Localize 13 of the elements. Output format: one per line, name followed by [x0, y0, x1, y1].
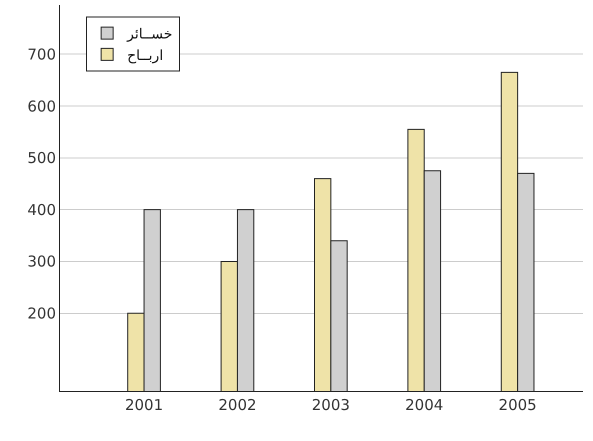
x-tick-label: 2002 [218, 396, 257, 414]
y-tick-label: 300 [27, 252, 56, 271]
x-tick-label: 2001 [124, 396, 164, 414]
y-tick-label: 700 [27, 45, 56, 64]
y-tick-label: 600 [27, 97, 56, 116]
legend-label: اربــاح [127, 48, 164, 64]
y-tick-label: 500 [27, 149, 56, 168]
y-tick-label: 200 [27, 304, 56, 323]
legend-label: خســائر [126, 26, 172, 43]
x-tick-label: 2005 [498, 396, 537, 414]
y-tick-label: 400 [27, 200, 56, 219]
x-tick-label: 2003 [312, 396, 350, 414]
x-tick-label: 2004 [405, 396, 444, 414]
